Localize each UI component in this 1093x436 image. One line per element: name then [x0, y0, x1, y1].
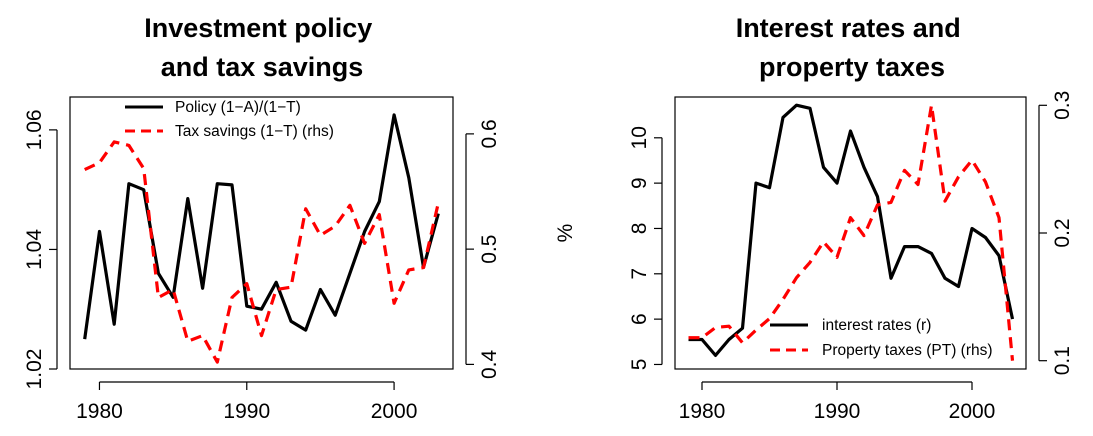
- chart-title: Interest rates and property taxes: [736, 13, 969, 82]
- y-tick-label: 1.04: [23, 229, 46, 270]
- x-tick-label: 1980: [76, 400, 123, 423]
- legend: interest rates (r) Property taxes (PT) (…: [770, 317, 993, 359]
- y-axis-right: 0.1 0.2 0.3: [1038, 91, 1074, 375]
- legend-label-property-taxes: Property taxes (PT) (rhs): [822, 342, 993, 359]
- y-axis-right: 0.4 0.5 0.6: [465, 119, 501, 379]
- y-tick-label: 7: [628, 268, 651, 280]
- chart-interest-rates: Interest rates and property taxes 1980 19…: [554, 13, 1074, 423]
- y-tick-label: 6: [628, 313, 651, 325]
- y-axis-left: 5 6 7 8 9 10: [628, 126, 663, 371]
- legend-label-interest: interest rates (r): [822, 317, 931, 334]
- chart-title-line-1: Investment policy: [144, 13, 372, 43]
- series-line-1: [84, 140, 440, 364]
- series-lines: [83, 113, 440, 364]
- y-axis-left: 1.02 1.04 1.06: [23, 109, 58, 390]
- y2-tick-label: 0.1: [1051, 346, 1074, 375]
- chart-title-line-2: and tax savings: [161, 52, 364, 82]
- y-tick-label: 9: [628, 177, 651, 189]
- y-tick-label: 5: [628, 359, 651, 371]
- series-lines: [688, 103, 1015, 361]
- x-tick-label: 2000: [949, 400, 996, 423]
- x-axis: 1980 1990 2000: [76, 381, 418, 423]
- chart-investment-policy: Investment policy and tax savings 1980 19…: [23, 13, 501, 423]
- legend-label-tax-savings: Tax savings (1−T) (rhs): [175, 123, 334, 140]
- y-tick-label: 8: [628, 223, 651, 235]
- y2-tick-label: 0.4: [478, 349, 501, 379]
- x-tick-label: 1990: [223, 400, 270, 423]
- y2-tick-label: 0.3: [1051, 91, 1074, 120]
- y-tick-label: 1.06: [23, 109, 46, 150]
- chart-title: Investment policy and tax savings: [144, 13, 380, 82]
- series-line-0: [83, 113, 440, 340]
- y-tick-label: 1.02: [23, 349, 46, 390]
- x-tick-label: 2000: [371, 400, 418, 423]
- x-tick-label: 1980: [679, 400, 726, 423]
- series-line-0: [688, 103, 1015, 357]
- series-line-1: [688, 103, 1015, 361]
- y2-tick-label: 0.5: [478, 235, 501, 264]
- x-tick-label: 1990: [814, 400, 861, 423]
- chart-title-line-2: property taxes: [759, 52, 945, 82]
- plot-frame: [69, 96, 454, 370]
- y2-tick-label: 0.2: [1051, 218, 1074, 247]
- x-axis: 1980 1990 2000: [679, 381, 996, 423]
- plot-frame: [674, 96, 1027, 370]
- y-tick-label: 10: [628, 126, 651, 149]
- y2-tick-label: 0.6: [478, 119, 501, 148]
- legend-label-policy: Policy (1−A)/(1−T): [175, 99, 301, 116]
- legend: Policy (1−A)/(1−T) Tax savings (1−T) (rh…: [125, 99, 334, 140]
- chart-title-line-1: Interest rates and: [736, 13, 961, 43]
- y-axis-label: %: [554, 224, 577, 243]
